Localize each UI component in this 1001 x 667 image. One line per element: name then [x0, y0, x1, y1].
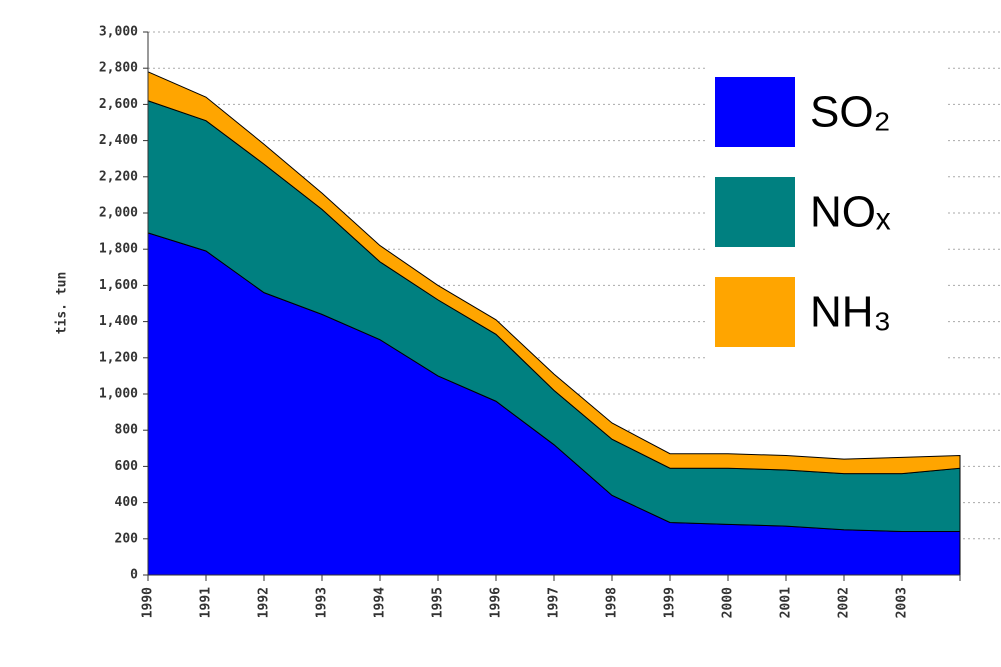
x-tick-label: 1994 — [373, 587, 388, 618]
area — [147, 71, 961, 475]
x-tick-label: 1998 — [605, 587, 620, 618]
y-tick-label: 2,800 — [99, 61, 138, 76]
x-tick-label: 1990 — [141, 587, 156, 618]
y-tick-label: 0 — [130, 568, 138, 583]
legend-label: NH₃ — [810, 288, 891, 337]
legend-label: NOₓ — [810, 188, 891, 237]
y-tick-label: 600 — [115, 459, 139, 474]
x-tick-label: 1997 — [547, 587, 562, 618]
x-tick-label: 2003 — [895, 587, 910, 618]
y-tick-label: 1,600 — [99, 278, 138, 293]
y-tick-label: 2,000 — [99, 206, 138, 221]
legend-swatch — [715, 77, 795, 147]
y-tick-label: 1,200 — [99, 350, 138, 365]
x-tick-label: 2001 — [779, 587, 794, 618]
legend-swatch — [715, 177, 795, 247]
y-tick-label: 800 — [115, 423, 139, 438]
y-tick-label: 1,000 — [99, 387, 138, 402]
y-tick-label: 2,600 — [99, 97, 138, 112]
legend-swatch — [715, 277, 795, 347]
y-tick-label: 3,000 — [99, 25, 138, 40]
y-axis-label: tis. tun — [55, 272, 70, 335]
legend-label: SO₂ — [810, 88, 891, 137]
y-tick-label: 400 — [115, 495, 139, 510]
x-tick-label: 1999 — [663, 587, 678, 618]
y-tick-label: 1,800 — [99, 242, 138, 257]
x-tick-label: 1992 — [257, 587, 272, 618]
y-tick-label: 2,400 — [99, 133, 138, 148]
x-tick-label: 1996 — [489, 587, 504, 618]
x-tick-label: 1993 — [315, 587, 330, 618]
x-tick-label: 2000 — [721, 587, 736, 618]
y-tick-label: 200 — [115, 531, 139, 546]
y-tick-label: 2,200 — [99, 169, 138, 184]
legend: SO₂ NOₓ NH₃ — [705, 65, 945, 362]
y-tick-label: 1,400 — [99, 314, 138, 329]
x-tick-label: 1995 — [431, 587, 446, 618]
x-tick-label: 2002 — [837, 587, 852, 618]
x-tick-label: 1991 — [199, 587, 214, 618]
